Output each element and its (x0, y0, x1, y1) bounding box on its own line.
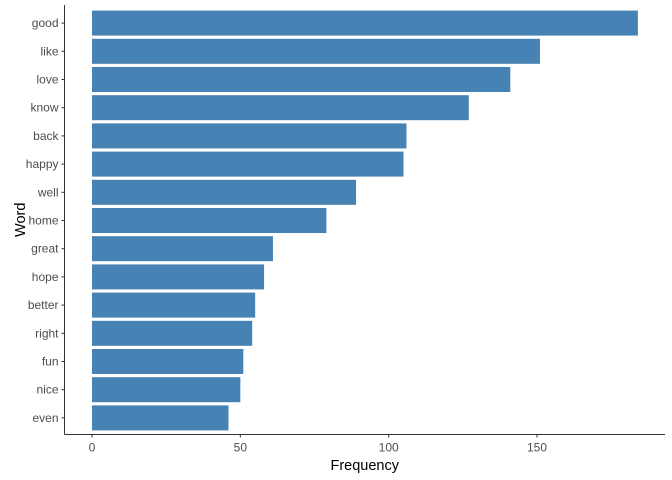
bars-group (92, 10, 638, 431)
bar-good (92, 10, 638, 36)
x-axis-ticks: 0 50 100 150 (89, 434, 547, 455)
y-tick-label-better: better (28, 298, 59, 312)
bar-better (92, 292, 256, 318)
y-tick-label-right: right (35, 326, 59, 340)
bar-well (92, 179, 357, 205)
bar-know (92, 95, 469, 121)
bar-back (92, 123, 407, 149)
bar-home (92, 208, 327, 233)
x-tick-label-100: 100 (379, 441, 399, 455)
bar-love (92, 67, 511, 92)
bar-right (92, 320, 253, 346)
y-tick-label-love: love (36, 73, 58, 87)
x-axis-title: Frequency (330, 458, 399, 474)
bar-even (92, 405, 229, 431)
y-tick-label-back: back (33, 129, 59, 143)
bar-nice (92, 377, 241, 403)
y-tick-label-nice: nice (36, 383, 58, 397)
bar-happy (92, 151, 404, 177)
bar-great (92, 236, 273, 262)
y-axis-ticks: good like love know back happy well home great ho… (26, 16, 65, 425)
y-axis-title: Word (13, 203, 29, 237)
bar-fun (92, 349, 244, 374)
y-tick-label-even: even (32, 411, 58, 425)
y-tick-label-fun: fun (42, 355, 59, 369)
bar-hope (92, 264, 265, 290)
x-tick-label-50: 50 (234, 441, 248, 455)
y-tick-label-happy: happy (26, 157, 59, 171)
y-tick-label-good: good (32, 16, 59, 30)
bar-like (92, 38, 540, 64)
y-tick-label-know: know (30, 101, 58, 115)
y-tick-label-great: great (31, 242, 59, 256)
x-tick-label-0: 0 (89, 441, 96, 455)
y-tick-label-like: like (40, 44, 58, 58)
y-tick-label-well: well (37, 185, 59, 199)
x-tick-label-150: 150 (527, 441, 547, 455)
y-tick-label-home: home (28, 214, 58, 228)
y-tick-label-hope: hope (32, 270, 59, 284)
